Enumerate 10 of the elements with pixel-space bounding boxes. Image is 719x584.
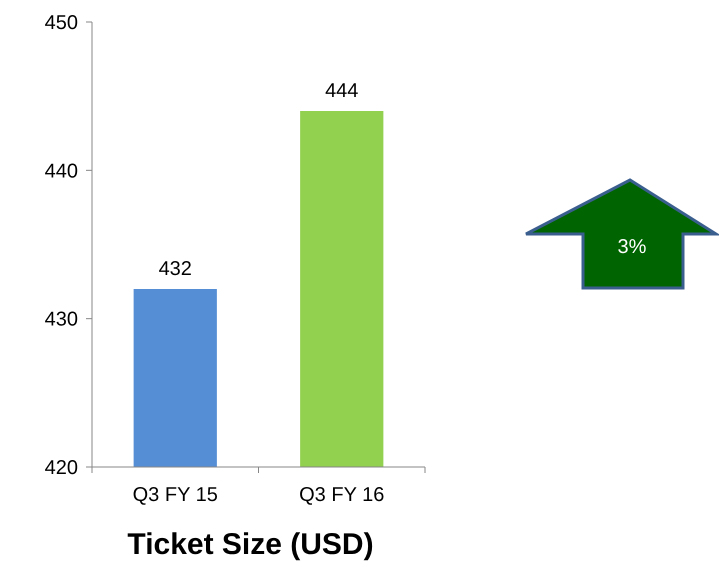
data-label: 432 bbox=[158, 258, 192, 280]
x-tick-label: Q3 FY 15 bbox=[132, 484, 218, 506]
y-tick-label: 450 bbox=[44, 12, 78, 34]
x-axis-title: Ticket Size (USD) bbox=[127, 528, 374, 561]
data-label: 444 bbox=[325, 80, 358, 102]
text: 3% bbox=[618, 236, 647, 258]
y-tick-label: 430 bbox=[44, 308, 78, 331]
y-tick-label: 440 bbox=[44, 160, 78, 182]
y-tick-label: 420 bbox=[44, 457, 78, 479]
x-tick-label: Q3 FY 16 bbox=[299, 484, 384, 506]
